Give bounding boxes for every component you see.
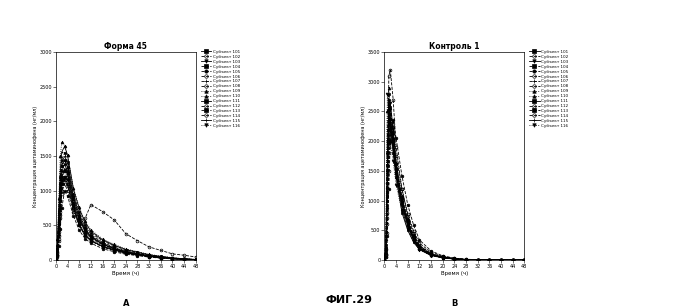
- Y-axis label: Концентрация ацетаминофена (нг/мл): Концентрация ацетаминофена (нг/мл): [361, 106, 366, 207]
- Y-axis label: Концентрация ацетаминофена (нг/мл): Концентрация ацетаминофена (нг/мл): [33, 106, 38, 207]
- X-axis label: Время (ч): Время (ч): [113, 271, 139, 276]
- Legend: Субъект 101, Субъект 102, Субъект 103, Субъект 104, Субъект 105, Субъект 106, Су: Субъект 101, Субъект 102, Субъект 103, С…: [201, 50, 240, 128]
- Title: Форма 45: Форма 45: [104, 42, 147, 51]
- Text: А: А: [122, 299, 129, 306]
- X-axis label: Время (ч): Время (ч): [441, 271, 468, 276]
- Text: ФИГ.29: ФИГ.29: [326, 295, 373, 305]
- Text: В: В: [451, 299, 458, 306]
- Title: Контроль 1: Контроль 1: [429, 42, 480, 51]
- Legend: Субъект 101, Субъект 102, Субъект 103, Субъект 104, Субъект 105, Субъект 106, Су: Субъект 101, Субъект 102, Субъект 103, С…: [529, 50, 568, 128]
